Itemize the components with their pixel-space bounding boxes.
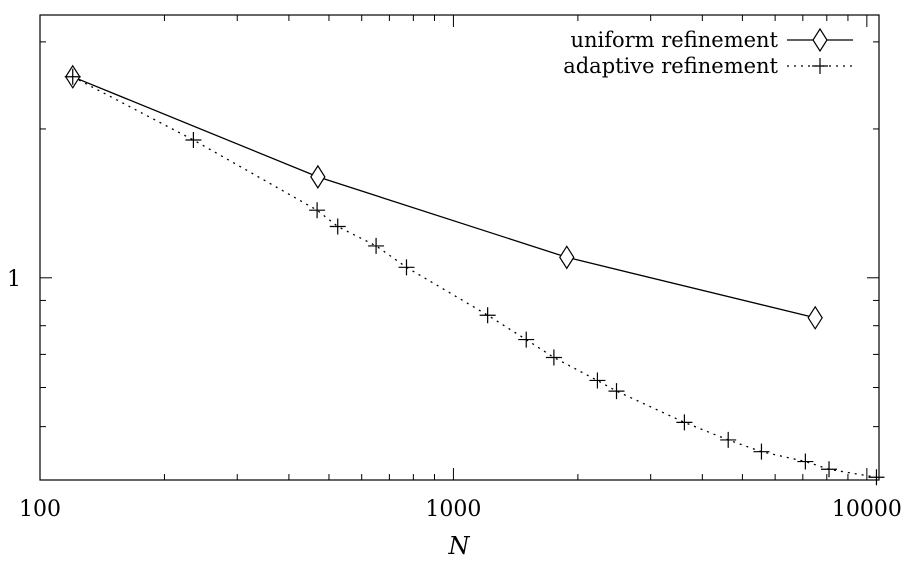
axis-ticks — [39, 15, 879, 480]
plot-frame — [39, 14, 880, 481]
x-tick-label: 100 — [19, 497, 61, 522]
adaptive-refinement-point — [868, 469, 885, 486]
x-tick-label: 1000 — [425, 497, 481, 522]
legend-label-uniform-refinement: uniform refinement — [570, 28, 778, 52]
series-markers — [64, 64, 885, 486]
adaptive-refinement-point — [479, 307, 496, 324]
x-axis-title: N — [448, 532, 471, 560]
uniform-refinement-point — [559, 245, 575, 270]
tick-labels: 100 1000 10000 1 — [7, 267, 901, 522]
uniform-refinement-point — [310, 164, 326, 189]
legend-marker-uniform-refinement — [812, 27, 828, 53]
adaptive-refinement-point — [589, 372, 606, 389]
adaptive-refinement-point — [797, 453, 814, 470]
y-tick-label: 1 — [7, 267, 21, 292]
uniform-refinement-point — [807, 305, 823, 330]
adaptive-refinement-point — [329, 218, 346, 235]
adaptive-refinement-point — [64, 68, 81, 85]
legend-label-adaptive-refinement: adaptive refinement — [563, 54, 778, 78]
adaptive-refinement-point — [753, 443, 770, 460]
adaptive-refinement-point — [368, 237, 385, 254]
series-lines — [72, 76, 877, 478]
x-tick-label: 10000 — [832, 497, 901, 522]
adaptive-refinement-point — [608, 383, 625, 400]
adaptive-refinement-point — [545, 349, 562, 366]
adaptive-refinement-point — [185, 131, 202, 148]
plot-frame-group — [39, 14, 880, 481]
adaptive-refinement-line — [72, 76, 877, 478]
uniform-refinement-line — [72, 76, 816, 319]
legend-marker-adaptive-refinement — [812, 58, 828, 74]
adaptive-refinement-point — [398, 259, 415, 276]
adaptive-refinement-point — [518, 331, 535, 348]
adaptive-refinement-point — [676, 414, 693, 431]
adaptive-refinement-point — [720, 431, 737, 448]
adaptive-refinement-point — [309, 202, 326, 219]
adaptive-refinement-point — [821, 461, 838, 478]
